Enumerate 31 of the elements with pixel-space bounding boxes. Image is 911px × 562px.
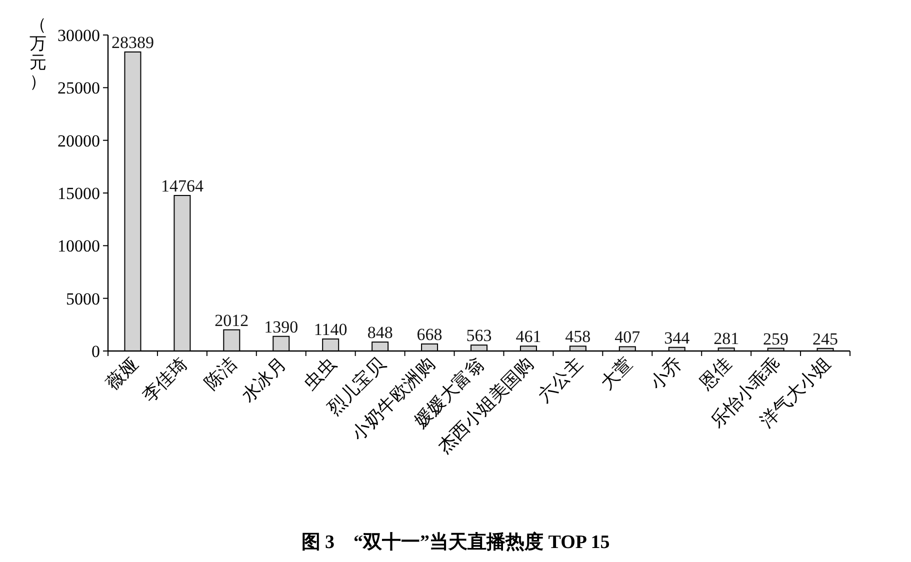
data-label: 28389 (111, 32, 154, 52)
x-tick-label: 六公主 (534, 354, 587, 406)
data-label: 563 (466, 326, 492, 346)
data-label: 461 (516, 327, 542, 346)
data-label: 245 (812, 329, 838, 348)
data-label: 281 (714, 329, 740, 348)
x-tick-label: 陈洁 (200, 354, 240, 394)
y-axis-title: （万元） (30, 15, 46, 91)
y-tick-label: 5000 (66, 289, 100, 308)
y-tick-label: 0 (92, 342, 100, 361)
y-tick-label: 25000 (58, 78, 100, 98)
data-label: 14764 (160, 176, 204, 196)
data-label: 259 (763, 329, 789, 348)
data-label: 1140 (314, 320, 348, 339)
text: 图 3 “双十一”当天直播热度 TOP 15 (301, 531, 610, 553)
data-label: 344 (664, 328, 690, 348)
data-label: 458 (565, 327, 591, 346)
data-label: 2012 (214, 310, 249, 330)
x-tick-label: 水冰月 (238, 354, 290, 406)
x-tick-label: 虫虫 (300, 354, 340, 394)
y-tick-label: 30000 (58, 26, 100, 45)
data-label: 668 (416, 324, 442, 344)
data-label: 407 (614, 328, 641, 347)
y-tick-label: 10000 (58, 236, 100, 256)
x-tick-label: 恩佳 (694, 354, 736, 394)
data-label: 848 (367, 323, 393, 342)
data-label: 1390 (264, 317, 298, 336)
x-tick-label: 小乔 (646, 354, 686, 394)
x-tick-label: 大萱 (596, 354, 636, 394)
y-tick-label: 20000 (58, 131, 100, 150)
y-tick-label: 15000 (58, 184, 100, 203)
